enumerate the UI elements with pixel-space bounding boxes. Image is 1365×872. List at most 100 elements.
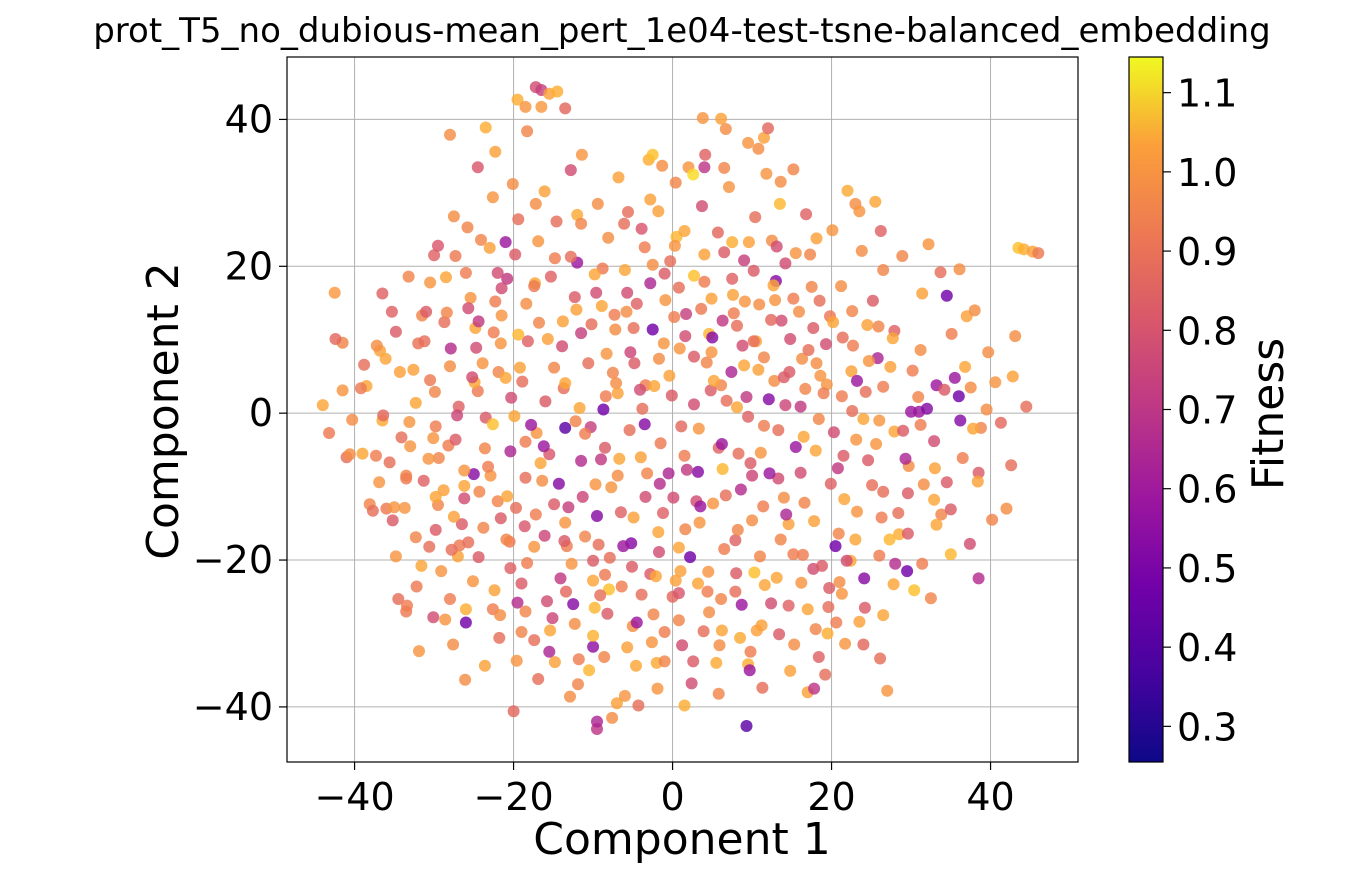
data-point [630, 297, 643, 310]
data-point [769, 294, 782, 307]
data-point [703, 606, 716, 619]
data-point [672, 541, 685, 554]
data-point [746, 469, 759, 482]
plot-frame [286, 56, 1079, 763]
data-point [698, 275, 711, 288]
data-point [838, 493, 851, 506]
data-point [614, 506, 627, 519]
data-point [389, 325, 402, 338]
data-point [707, 497, 720, 510]
data-point [750, 624, 763, 637]
data-point [636, 402, 649, 415]
colorbar-tick-label: 1.0 [1177, 151, 1237, 195]
data-point [440, 271, 452, 284]
data-point [765, 597, 778, 610]
data-point [410, 580, 423, 593]
data-point [428, 249, 441, 262]
data-point [455, 518, 468, 531]
data-point [986, 513, 999, 526]
data-point [784, 664, 797, 677]
data-point [816, 559, 828, 572]
data-point [727, 307, 740, 320]
data-point [459, 673, 472, 686]
data-point [600, 347, 613, 360]
data-point [483, 241, 496, 254]
data-point [627, 511, 640, 524]
data-point [777, 491, 790, 504]
data-point [627, 322, 640, 334]
data-point [451, 409, 464, 422]
data-point [789, 441, 802, 453]
data-point [812, 651, 825, 663]
data-point [461, 221, 474, 234]
data-point [398, 501, 411, 514]
data-point [427, 611, 440, 624]
data-point [857, 413, 870, 425]
data-point [528, 280, 541, 293]
data-point [630, 616, 643, 629]
data-point [476, 357, 489, 370]
data-point [738, 295, 751, 308]
data-point [583, 664, 596, 677]
data-point [587, 640, 600, 653]
data-point [393, 366, 406, 378]
data-point [772, 424, 785, 437]
data-point [971, 475, 984, 488]
data-point [556, 315, 569, 328]
data-point [512, 213, 525, 226]
data-point [726, 272, 739, 285]
data-point [715, 112, 728, 125]
data-point [477, 521, 490, 534]
data-point [595, 300, 608, 312]
data-point [505, 391, 518, 404]
data-point [954, 414, 967, 427]
data-point [770, 571, 783, 584]
data-point [572, 678, 584, 691]
data-point [488, 584, 501, 597]
data-point [694, 500, 707, 513]
data-point [877, 609, 890, 622]
data-point [595, 453, 607, 466]
data-point [829, 540, 842, 553]
data-point [635, 588, 648, 601]
data-point [575, 327, 588, 340]
data-point [684, 551, 697, 564]
data-point [624, 346, 637, 359]
data-point [963, 537, 976, 550]
data-point [658, 626, 671, 638]
data-point [507, 705, 520, 718]
data-point [479, 121, 492, 134]
data-point [424, 374, 437, 387]
data-point [535, 100, 548, 113]
data-point [809, 444, 822, 457]
data-point [575, 148, 588, 161]
data-point [429, 490, 442, 503]
data-point [707, 374, 720, 387]
data-point [316, 399, 329, 412]
data-point [564, 690, 576, 703]
data-point [747, 335, 760, 348]
data-point [610, 377, 623, 390]
data-point [617, 540, 630, 553]
colorbar-tick-label: 1.1 [1177, 72, 1237, 116]
data-point [705, 346, 718, 359]
data-point [525, 418, 538, 431]
data-point [1020, 400, 1033, 413]
data-point [579, 427, 592, 440]
data-point [807, 322, 820, 334]
data-point [800, 208, 813, 221]
data-point [611, 469, 624, 482]
data-point [464, 291, 477, 304]
data-point [598, 651, 611, 663]
data-point [486, 418, 499, 431]
data-point [835, 390, 848, 403]
data-point [756, 681, 769, 694]
data-point [768, 374, 781, 387]
data-point [928, 435, 941, 448]
data-point [752, 142, 765, 155]
data-point [687, 655, 700, 668]
data-point [753, 298, 766, 311]
data-point [663, 369, 676, 382]
data-point [773, 197, 786, 210]
data-point [429, 420, 442, 433]
